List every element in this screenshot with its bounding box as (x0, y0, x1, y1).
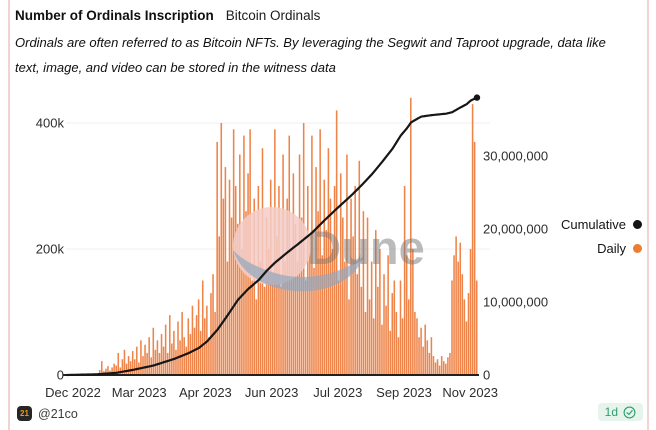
chart-legend: Cumulative Daily (561, 217, 642, 256)
chart-description: Ordinals are often referred to as Bitcoi… (15, 35, 606, 75)
legend-label-daily: Daily (597, 241, 626, 256)
interval-label: 1d (604, 405, 618, 419)
left-axis-tick: 200k (36, 242, 65, 257)
21co-logo-icon: 21 (17, 406, 32, 421)
right-axis-tick: 0 (483, 368, 490, 383)
dune-watermark-text: Dune (307, 221, 425, 274)
card-right-border (647, 0, 649, 430)
right-axis-tick: 10,000,000 (483, 295, 548, 310)
cumulative-line (65, 96, 479, 377)
x-axis-tick: Sep 2023 (376, 385, 432, 400)
right-axis-tick: 30,000,000 (483, 149, 548, 164)
chart-subtitle-tag: Bitcoin Ordinals (225, 8, 321, 23)
left-axis-tick: 0 (57, 368, 64, 383)
legend-item-daily[interactable]: Daily (597, 241, 642, 256)
x-axis-tick: Dec 2022 (45, 385, 101, 400)
card-left-border (8, 0, 10, 430)
author-link[interactable]: 21 @21co (17, 406, 78, 421)
x-axis-tick: Jul 2023 (313, 385, 362, 400)
author-handle: @21co (38, 406, 78, 421)
legend-item-cumulative[interactable]: Cumulative (561, 217, 642, 232)
daily-dot-icon (633, 244, 642, 253)
verified-check-icon (623, 406, 636, 418)
legend-label-cumulative: Cumulative (560, 217, 626, 232)
x-axis-tick: Nov 2023 (442, 385, 498, 400)
left-axis-tick: 400k (36, 116, 65, 131)
x-axis-tick: Mar 2023 (112, 385, 167, 400)
refresh-interval-badge: 1d (597, 403, 643, 421)
dune-watermark-swoosh (233, 250, 364, 292)
x-axis-tick: Apr 2023 (179, 385, 232, 400)
dune-watermark: Dune (233, 207, 425, 292)
x-axis-tick: Jun 2023 (245, 385, 299, 400)
chart-header: Number of Ordinals Inscription Bitcoin O… (15, 8, 630, 80)
right-axis-tick: 20,000,000 (483, 222, 548, 237)
cumulative-end-marker (473, 94, 481, 101)
cumulative-dot-icon (633, 220, 642, 229)
chart-title: Number of Ordinals Inscription (15, 8, 214, 23)
